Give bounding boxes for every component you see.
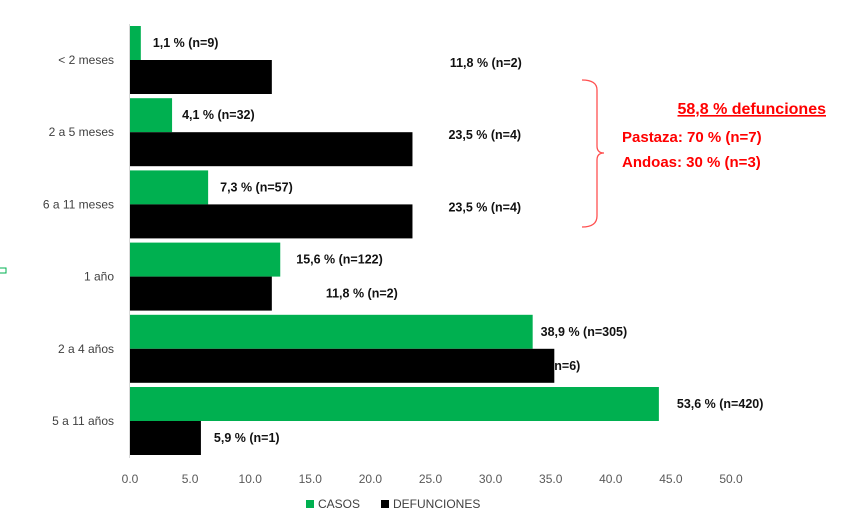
edge-marker [0, 267, 7, 274]
data-label-defunciones-2-meses: 11,8 % (n=2) [450, 56, 522, 70]
data-label-casos-2-a-4-años: 38,9 % (n=305) [541, 325, 628, 339]
bar-defunciones-2-a-5-meses [130, 132, 413, 167]
category-label-5-a-11-años: 5 a 11 años [52, 414, 114, 428]
x-tick-label: 45.0 [659, 472, 683, 486]
data-label-casos-1-año: 15,6 % (n=122) [296, 253, 383, 267]
data-label-casos-2-meses: 1,1 % (n=9) [153, 36, 219, 50]
legend-label-casos: CASOS [318, 497, 360, 511]
x-tick-label: 40.0 [599, 472, 623, 486]
category-label-2-a-5-meses: 2 a 5 meses [49, 125, 114, 139]
x-tick-label: 50.0 [719, 472, 743, 486]
bar-casos-2-meses [130, 26, 141, 60]
category-label-1-año: 1 año [84, 270, 114, 284]
bar-defunciones-6-a-11-meses [130, 204, 413, 239]
category-label-6-a-11-meses: 6 a 11 meses [43, 197, 114, 211]
data-label-defunciones-6-a-11-meses: 23,5 % (n=4) [448, 200, 521, 214]
x-tick-label: 20.0 [359, 472, 383, 486]
data-label-casos-5-a-11-años: 53,6 % (n=420) [677, 397, 764, 411]
x-tick-label: 5.0 [182, 472, 199, 486]
legend-swatch-casos [306, 500, 314, 508]
legend: CASOS DEFUNCIONES [306, 497, 480, 511]
x-tick-label: 0.0 [122, 472, 139, 486]
bar-casos-5-a-11-años [130, 387, 659, 421]
bars [130, 26, 659, 455]
data-label-defunciones-2-a-4-años: n=6) [554, 359, 580, 373]
category-label-2-a-4-años: 2 a 4 años [58, 342, 114, 356]
annotation-line-pastaza: Pastaza: 70 % (n=7) [622, 129, 762, 146]
bar-casos-6-a-11-meses [130, 170, 209, 205]
legend-label-defunciones: DEFUNCIONES [393, 497, 480, 511]
category-labels: < 2 meses 2 a 5 meses 6 a 11 meses 1 año 2 a… [43, 53, 114, 428]
bar-defunciones-2-a-4-años [130, 348, 555, 383]
bar-defunciones-1-año [130, 276, 272, 311]
annotation-title: 58,8 % defunciones [678, 101, 827, 118]
bar-defunciones-2-meses [130, 60, 272, 94]
data-label-defunciones-2-a-5-meses: 23,5 % (n=4) [448, 128, 521, 142]
bar-casos-2-a-4-años [130, 314, 533, 349]
data-label-casos-6-a-11-meses: 7,3 % (n=57) [220, 180, 293, 194]
bar-casos-1-año [130, 242, 281, 277]
annotation-brace [581, 79, 605, 228]
data-label-casos-2-a-5-meses: 4,1 % (n=32) [182, 108, 255, 122]
legend-swatch-defunciones [381, 500, 389, 508]
x-tick-label: 35.0 [539, 472, 563, 486]
x-tick-label: 30.0 [479, 472, 503, 486]
data-labels: 1,1 % (n=9) 11,8 % (n=2) 4,1 % (n=32) 23,5 … [153, 36, 764, 445]
x-tick-label: 15.0 [299, 472, 323, 486]
x-axis-ticks: 0.0 5.0 10.0 15.0 20.0 25.0 30.0 35.0 40.0 45.0 50… [122, 472, 743, 486]
data-label-defunciones-5-a-11-años: 5,9 % (n=1) [214, 431, 280, 445]
x-tick-label: 25.0 [419, 472, 443, 486]
category-label-2-meses: < 2 meses [58, 53, 114, 67]
x-tick-label: 10.0 [239, 472, 263, 486]
annotation-line-andoas: Andoas: 30 % (n=3) [622, 154, 761, 171]
bar-casos-2-a-5-meses [130, 98, 173, 133]
bar-defunciones-5-a-11-años [130, 421, 201, 455]
data-label-defunciones-1-año: 11,8 % (n=2) [326, 287, 398, 301]
